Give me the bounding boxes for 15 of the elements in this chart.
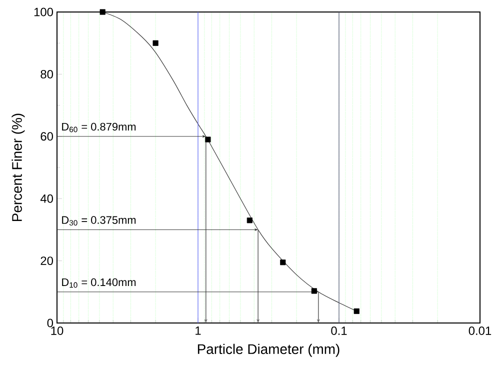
x-tick-label: 10 bbox=[51, 326, 64, 335]
x-tick-label: 0.1 bbox=[331, 326, 347, 335]
x-tick-label: 1 bbox=[196, 326, 201, 335]
y-tick-label: 40 bbox=[40, 194, 54, 203]
annotation: D$_{10}$ = 0.140mm bbox=[62, 278, 136, 288]
x-tick-label: 0.01 bbox=[468, 326, 492, 335]
annotation: D$_{30}$ = 0.375mm bbox=[62, 216, 136, 226]
annotation: D$_{60}$ = 0.879mm bbox=[62, 122, 136, 132]
y-tick-label: 20 bbox=[40, 256, 54, 266]
y-tick-label: 80 bbox=[40, 70, 54, 78]
x-axis-title: Particle Diameter (mm) bbox=[198, 344, 340, 357]
y-tick-label: 100 bbox=[34, 8, 54, 16]
y-axis-title: Percent Finer (%) bbox=[12, 114, 25, 221]
y-tick-label: 60 bbox=[40, 132, 54, 141]
y-tick-label: 0 bbox=[47, 318, 54, 328]
